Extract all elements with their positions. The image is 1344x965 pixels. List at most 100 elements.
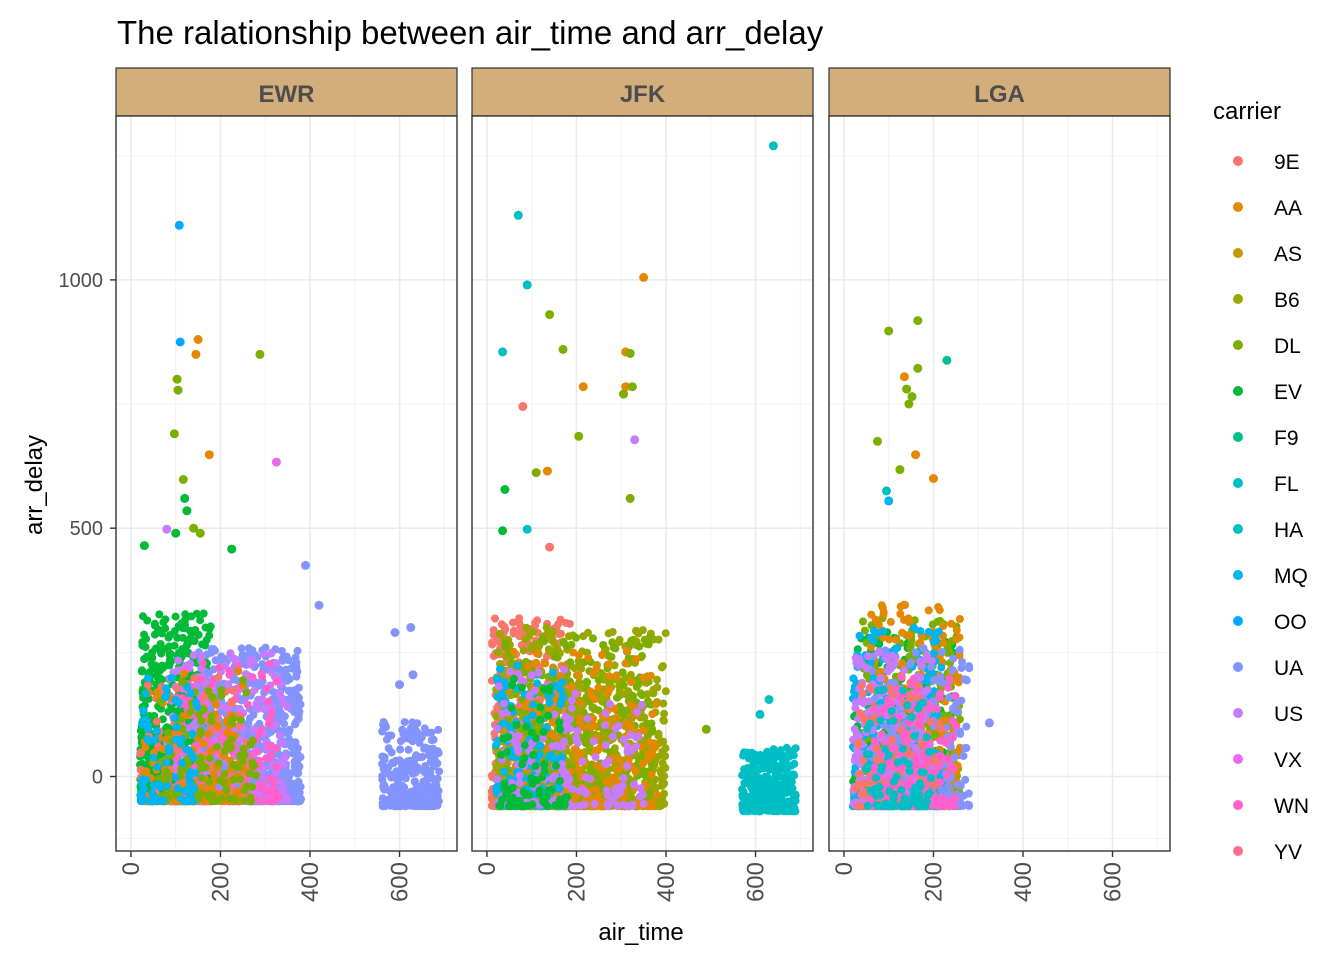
data-point bbox=[205, 631, 213, 639]
data-point bbox=[387, 732, 395, 740]
data-point bbox=[208, 712, 216, 720]
data-point bbox=[647, 672, 655, 680]
data-point bbox=[187, 708, 195, 716]
data-point bbox=[264, 797, 272, 805]
data-point bbox=[146, 737, 154, 745]
data-point bbox=[435, 749, 443, 757]
data-point bbox=[378, 753, 386, 761]
data-point bbox=[613, 694, 621, 702]
data-point bbox=[584, 654, 592, 662]
data-point bbox=[583, 678, 591, 686]
data-point bbox=[554, 683, 562, 691]
data-point bbox=[246, 714, 254, 722]
data-point bbox=[175, 699, 183, 707]
data-point bbox=[535, 669, 543, 677]
data-point bbox=[142, 643, 150, 651]
y-axis-label: arr_delay bbox=[21, 435, 48, 535]
data-point bbox=[181, 624, 189, 632]
data-point bbox=[622, 659, 630, 667]
data-point bbox=[153, 763, 161, 771]
data-point bbox=[402, 774, 410, 782]
data-point bbox=[632, 768, 640, 776]
data-point bbox=[407, 757, 415, 765]
data-point bbox=[213, 743, 221, 751]
data-point bbox=[272, 458, 281, 467]
data-point bbox=[653, 791, 661, 799]
data-point bbox=[562, 713, 570, 721]
data-point bbox=[191, 637, 199, 645]
data-point bbox=[212, 701, 220, 709]
data-point bbox=[498, 620, 506, 628]
data-point bbox=[407, 724, 415, 732]
data-point bbox=[265, 720, 273, 728]
data-point bbox=[282, 752, 290, 760]
data-point bbox=[144, 725, 152, 733]
data-point bbox=[172, 774, 180, 782]
data-point bbox=[204, 687, 212, 695]
data-point bbox=[210, 796, 218, 804]
data-point bbox=[285, 729, 293, 737]
data-point bbox=[579, 757, 587, 765]
data-point bbox=[541, 659, 549, 667]
data-point bbox=[178, 759, 186, 767]
data-point bbox=[236, 775, 244, 783]
data-point bbox=[595, 676, 603, 684]
data-point bbox=[605, 672, 613, 680]
chart-title: The ralationship between air_time and ar… bbox=[117, 14, 824, 51]
data-point bbox=[265, 660, 273, 668]
data-point bbox=[165, 634, 173, 642]
data-point bbox=[641, 636, 649, 644]
data-point bbox=[249, 737, 257, 745]
data-point bbox=[273, 659, 281, 667]
data-point bbox=[153, 728, 161, 736]
data-point bbox=[162, 759, 170, 767]
data-point bbox=[184, 746, 192, 754]
data-point bbox=[194, 335, 203, 344]
data-point bbox=[592, 753, 600, 761]
data-point bbox=[239, 676, 247, 684]
data-point bbox=[279, 786, 287, 794]
data-point bbox=[292, 673, 300, 681]
data-point bbox=[500, 700, 508, 708]
data-point bbox=[396, 745, 404, 753]
data-point bbox=[598, 651, 606, 659]
data-point bbox=[500, 768, 508, 776]
data-point bbox=[605, 660, 613, 668]
data-point bbox=[616, 636, 624, 644]
data-point bbox=[196, 529, 205, 538]
data-point bbox=[411, 769, 419, 777]
data-point bbox=[141, 655, 149, 663]
data-point bbox=[222, 786, 230, 794]
data-point bbox=[640, 800, 648, 808]
data-point bbox=[157, 783, 165, 791]
data-point bbox=[520, 646, 528, 654]
data-point bbox=[405, 735, 413, 743]
data-point bbox=[418, 733, 426, 741]
data-point bbox=[591, 722, 599, 730]
data-point bbox=[409, 670, 418, 679]
data-point bbox=[239, 651, 247, 659]
data-point bbox=[549, 669, 557, 677]
data-point bbox=[591, 800, 599, 808]
data-point bbox=[150, 781, 158, 789]
data-point bbox=[180, 494, 189, 503]
data-point bbox=[255, 350, 264, 359]
data-point bbox=[493, 775, 501, 783]
data-point bbox=[198, 640, 206, 648]
data-point bbox=[171, 529, 180, 538]
data-point bbox=[267, 743, 275, 751]
data-point bbox=[280, 761, 288, 769]
data-point bbox=[547, 751, 555, 759]
data-point bbox=[569, 649, 577, 657]
data-point bbox=[293, 758, 301, 766]
data-point bbox=[533, 649, 541, 657]
data-point bbox=[538, 636, 546, 644]
data-point bbox=[179, 475, 188, 484]
data-point bbox=[153, 718, 161, 726]
data-point bbox=[217, 735, 225, 743]
data-point bbox=[263, 685, 271, 693]
data-point bbox=[533, 679, 541, 687]
data-point bbox=[423, 768, 431, 776]
data-point bbox=[268, 669, 276, 677]
